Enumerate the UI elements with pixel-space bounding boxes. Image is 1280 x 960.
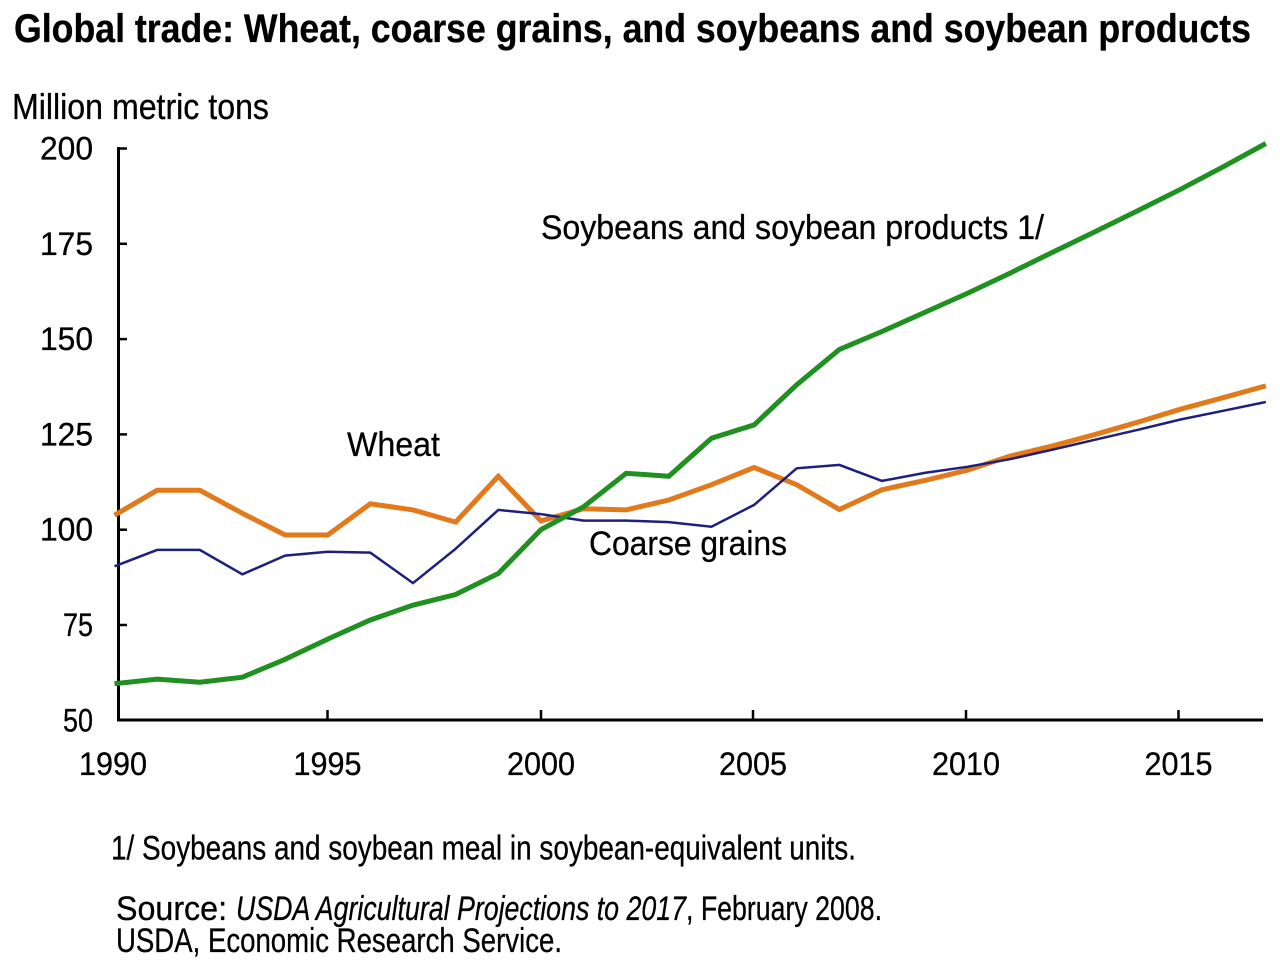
svg-text:Source: USDA Agricultural Proj: Source: USDA Agricultural Projections to… [116,890,882,928]
svg-text:1995: 1995 [294,746,362,782]
svg-text:Global trade: Wheat, coarse gr: Global trade: Wheat, coarse grains, and … [14,7,1251,51]
svg-text:2000: 2000 [507,746,575,782]
svg-text:50: 50 [63,702,93,738]
svg-text:200: 200 [40,131,93,167]
svg-text:2010: 2010 [932,746,1000,782]
svg-text:Soybeans and soybean products: Soybeans and soybean products 1/ [541,209,1045,247]
svg-text:USDA, Economic Research Servic: USDA, Economic Research Service. [116,922,562,960]
svg-text:Coarse grains: Coarse grains [589,525,787,563]
svg-text:2005: 2005 [719,746,787,782]
svg-text:100: 100 [40,512,93,548]
svg-text:150: 150 [40,321,93,357]
svg-text:2015: 2015 [1145,746,1213,782]
svg-text:1/ Soybeans and soybean meal i: 1/ Soybeans and soybean meal in soybean-… [111,830,856,868]
svg-text:175: 175 [40,226,93,262]
svg-text:1990: 1990 [79,746,147,782]
svg-text:75: 75 [63,607,93,643]
svg-text:125: 125 [40,416,93,452]
svg-text:Wheat: Wheat [347,426,441,464]
svg-text:Million metric tons: Million metric tons [12,86,269,127]
